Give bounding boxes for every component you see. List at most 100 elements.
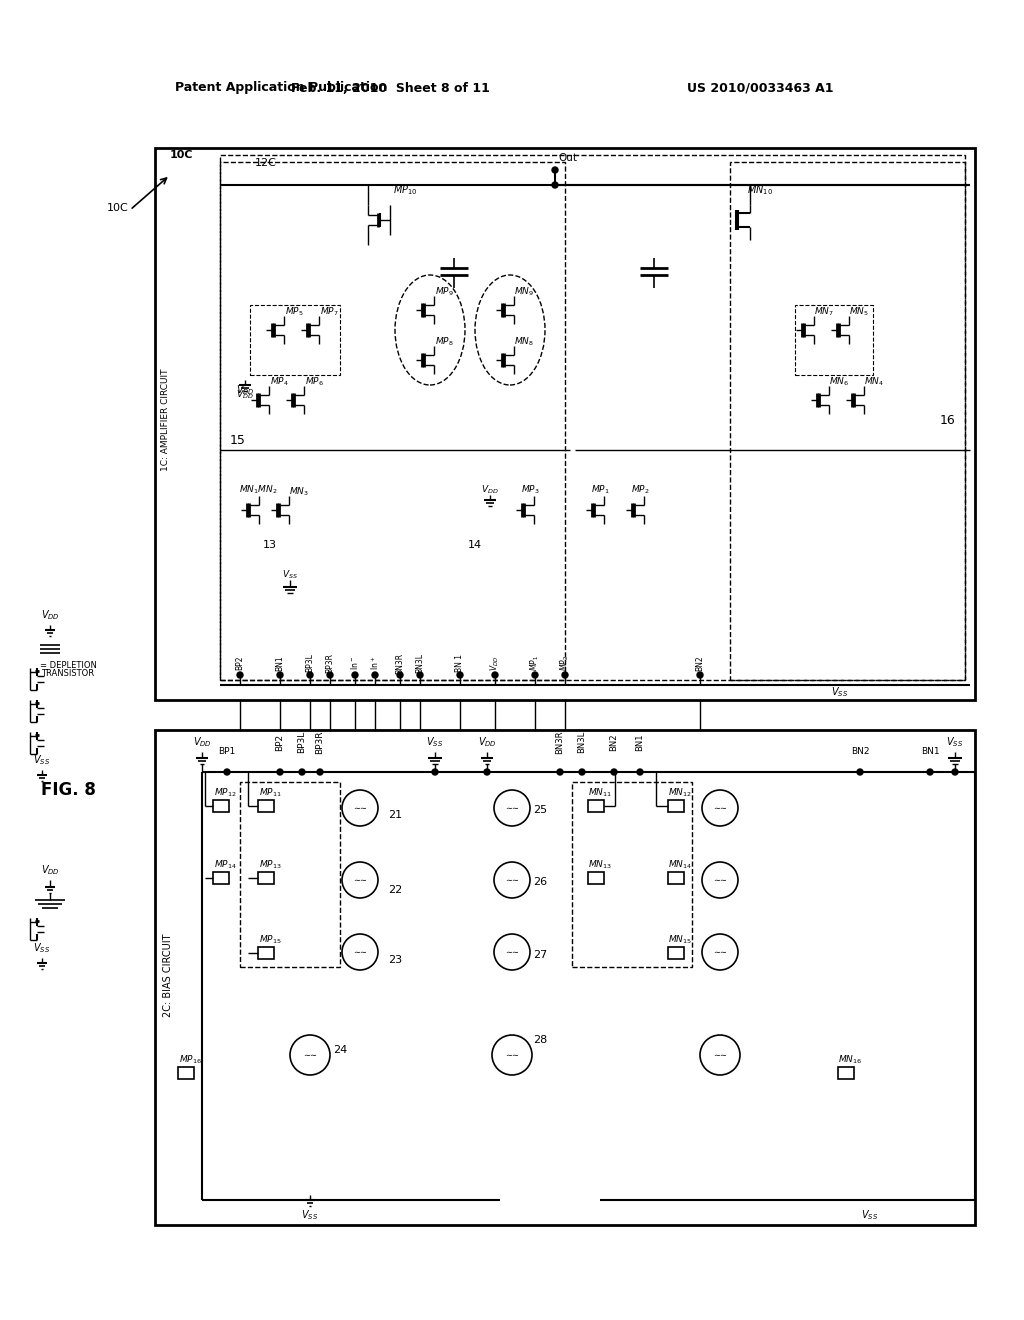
Circle shape — [557, 770, 563, 775]
Text: $MP_5$: $MP_5$ — [285, 306, 303, 318]
Circle shape — [432, 770, 438, 775]
Text: ∼∼: ∼∼ — [505, 948, 519, 957]
Text: Out: Out — [558, 153, 577, 162]
Text: $MP_{16}$: $MP_{16}$ — [178, 1053, 202, 1067]
Circle shape — [697, 672, 703, 678]
Text: BN2: BN2 — [609, 733, 618, 751]
Text: $MP_9$: $MP_9$ — [434, 285, 454, 298]
Text: $MN_{13}$: $MN_{13}$ — [588, 859, 612, 871]
Circle shape — [532, 672, 538, 678]
Ellipse shape — [700, 1035, 740, 1074]
Text: 1C: AMPLIFIER CIRCUIT: 1C: AMPLIFIER CIRCUIT — [161, 368, 170, 471]
Ellipse shape — [290, 1035, 330, 1074]
Text: $MP_2$: $MP_2$ — [559, 655, 571, 671]
Text: 27: 27 — [532, 950, 547, 960]
Circle shape — [327, 672, 333, 678]
Ellipse shape — [702, 789, 738, 826]
Circle shape — [307, 672, 313, 678]
Text: BP3L: BP3L — [298, 731, 306, 754]
Text: Patent Application Publication: Patent Application Publication — [175, 82, 387, 95]
Text: BN3L: BN3L — [416, 653, 425, 673]
Text: $MP_4$: $MP_4$ — [269, 376, 289, 388]
Text: 26: 26 — [532, 876, 547, 887]
Text: $MN_3$: $MN_3$ — [289, 486, 309, 498]
Text: ∼∼: ∼∼ — [303, 1051, 317, 1060]
Text: = DEPLETION: = DEPLETION — [40, 660, 96, 669]
Text: $MP_3$: $MP_3$ — [520, 483, 540, 496]
Ellipse shape — [342, 935, 378, 970]
Text: $V_{SS}$: $V_{SS}$ — [831, 685, 849, 698]
Text: $V_{DD}$: $V_{DD}$ — [41, 863, 59, 876]
Text: $MP_2$: $MP_2$ — [631, 483, 649, 496]
Ellipse shape — [342, 789, 378, 826]
Text: BP1: BP1 — [218, 747, 236, 756]
Text: $MN_{14}$: $MN_{14}$ — [668, 859, 692, 871]
Text: $V_{SS}$: $V_{SS}$ — [946, 735, 964, 748]
Text: 23: 23 — [388, 954, 402, 965]
Text: TRANSISTOR: TRANSISTOR — [41, 668, 94, 677]
Circle shape — [397, 672, 403, 678]
Bar — [588, 800, 604, 812]
Bar — [588, 873, 604, 884]
Text: $MN_{10}$: $MN_{10}$ — [748, 183, 773, 197]
Text: $MP_{13}$: $MP_{13}$ — [259, 859, 282, 871]
Circle shape — [278, 672, 283, 678]
Text: BN 1: BN 1 — [456, 653, 465, 672]
Bar — [258, 873, 274, 884]
Text: 14: 14 — [468, 540, 482, 550]
Text: $V_{SS}$: $V_{SS}$ — [34, 941, 50, 954]
Bar — [668, 800, 684, 812]
Ellipse shape — [702, 862, 738, 898]
Text: $MN_{12}$: $MN_{12}$ — [668, 787, 692, 799]
Text: BN1: BN1 — [636, 733, 644, 751]
Text: 25: 25 — [532, 805, 547, 814]
Circle shape — [552, 168, 558, 173]
Circle shape — [857, 770, 863, 775]
Circle shape — [224, 770, 230, 775]
Text: 24: 24 — [333, 1045, 347, 1055]
Text: US 2010/0033463 A1: US 2010/0033463 A1 — [687, 82, 834, 95]
Text: $V_{DD}$: $V_{DD}$ — [477, 735, 497, 748]
Text: 16: 16 — [939, 413, 955, 426]
Text: $V_{DD}$: $V_{DD}$ — [237, 389, 254, 401]
Bar — [668, 873, 684, 884]
Ellipse shape — [494, 789, 530, 826]
Text: 21: 21 — [388, 810, 402, 820]
Text: 12C: 12C — [255, 158, 276, 168]
Text: ∼∼: ∼∼ — [353, 948, 367, 957]
Text: FIG. 8: FIG. 8 — [41, 781, 95, 799]
Bar — [178, 1067, 194, 1078]
Text: $MN_6$: $MN_6$ — [828, 376, 849, 388]
Text: BN2: BN2 — [851, 747, 869, 756]
Text: $MN_7$: $MN_7$ — [814, 306, 834, 318]
Text: 13: 13 — [263, 540, 278, 550]
Bar — [240, 781, 340, 968]
Text: BP2: BP2 — [236, 656, 245, 671]
Ellipse shape — [492, 1035, 532, 1074]
Text: ∼∼: ∼∼ — [353, 804, 367, 813]
Text: $MN_{11}$: $MN_{11}$ — [588, 787, 612, 799]
Text: ∼∼: ∼∼ — [713, 1051, 727, 1060]
Circle shape — [317, 770, 323, 775]
Bar — [155, 730, 975, 1225]
Text: $MP_{10}$: $MP_{10}$ — [393, 183, 417, 197]
Bar — [155, 148, 975, 700]
Text: BN3R: BN3R — [555, 730, 564, 754]
Text: $MN_9$: $MN_9$ — [514, 285, 535, 298]
Circle shape — [299, 770, 305, 775]
Circle shape — [562, 672, 568, 678]
Text: 10C: 10C — [170, 150, 194, 160]
Bar — [572, 781, 692, 968]
Bar — [213, 873, 229, 884]
Text: $MP_{14}$: $MP_{14}$ — [214, 859, 237, 871]
Bar — [730, 162, 965, 680]
Text: $V_{DD}$: $V_{DD}$ — [236, 383, 254, 397]
Text: $V_{SS}$: $V_{SS}$ — [34, 754, 50, 767]
Circle shape — [372, 672, 378, 678]
Text: $MP_1$: $MP_1$ — [591, 483, 609, 496]
Text: BN3R: BN3R — [395, 652, 404, 673]
Text: $V_{SS}$: $V_{SS}$ — [426, 735, 443, 748]
Text: BN2: BN2 — [695, 655, 705, 671]
Bar — [220, 154, 965, 680]
Bar — [668, 946, 684, 960]
